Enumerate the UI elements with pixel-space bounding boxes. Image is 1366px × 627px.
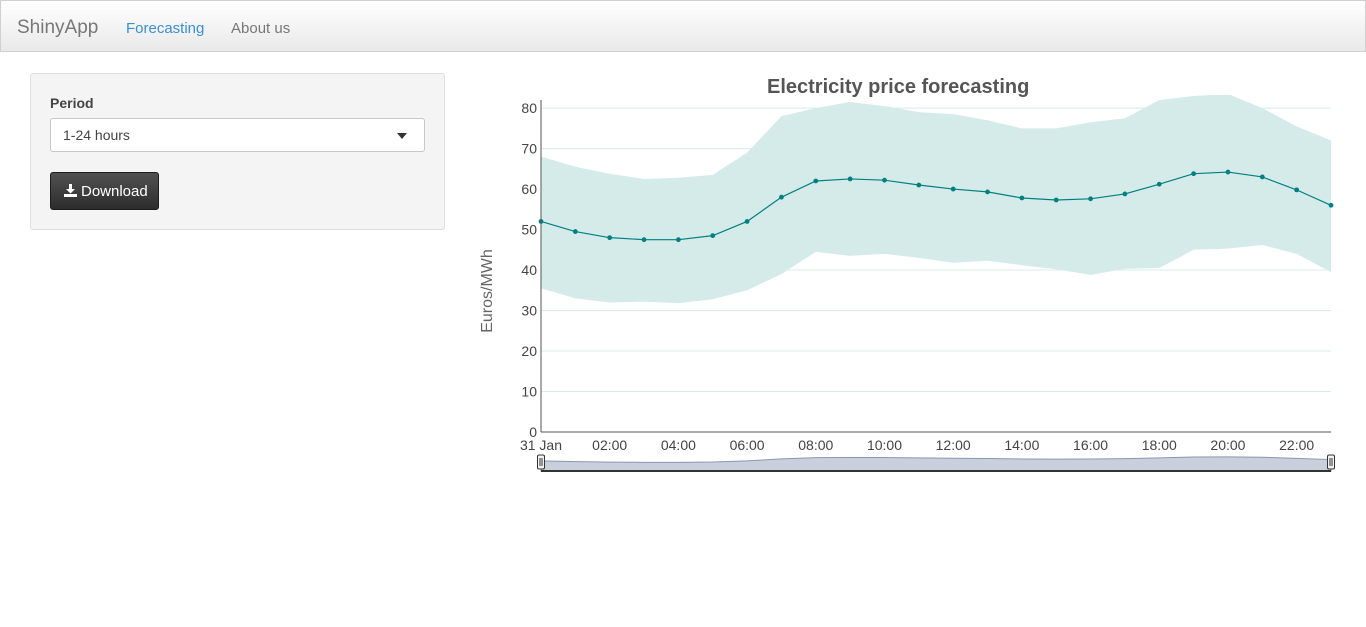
period-select[interactable]: 1-24 hours (50, 118, 425, 152)
chart-title: Electricity price forecasting (767, 76, 1030, 98)
x-tick-label: 06:00 (730, 437, 765, 453)
data-point (641, 237, 647, 243)
data-point (985, 189, 990, 195)
download-label: Download (81, 183, 148, 200)
x-tick-labels: 31 Jan 02:00 04:00 06:00 08:00 10:00 12:00 14:0… (520, 437, 1314, 453)
data-point (847, 176, 853, 182)
data-point (744, 219, 750, 224)
data-point (710, 233, 716, 239)
data-point (1088, 196, 1093, 202)
range-navigator[interactable] (537, 454, 1335, 472)
x-tick-label: 04:00 (661, 437, 696, 453)
data-point (1259, 174, 1265, 180)
tab-forecasting[interactable]: Forecasting (126, 20, 205, 37)
x-tick-label: 02:00 (592, 437, 627, 453)
data-point (1294, 187, 1300, 193)
y-tick-label: 70 (521, 141, 537, 157)
brand-title[interactable]: ShinyApp (17, 17, 99, 38)
data-point (1225, 169, 1231, 175)
period-select-value: 1-24 hours (63, 127, 130, 143)
confidence-band (541, 95, 1331, 304)
data-point (779, 194, 784, 200)
x-tick-label: 31 Jan (520, 437, 562, 453)
data-point (1122, 191, 1128, 197)
data-point (1328, 202, 1334, 208)
data-point (813, 178, 819, 184)
x-tick-label: 14:00 (1004, 437, 1039, 453)
y-tick-label: 40 (521, 262, 537, 278)
data-point (1019, 195, 1025, 201)
data-point (916, 182, 922, 188)
chart-axes (540, 100, 1331, 433)
price-forecast-chart: 0 10 20 30 40 50 60 70 80 31 Jan 02:00 04:00 06:00 0… (479, 95, 1335, 472)
x-tick-label: 16:00 (1073, 437, 1108, 453)
navigator-handle-left[interactable] (537, 454, 545, 470)
download-button[interactable]: Download (50, 172, 159, 210)
forecast-points (538, 169, 1334, 243)
data-point (1156, 181, 1162, 187)
y-tick-label: 60 (521, 181, 537, 197)
data-point (572, 229, 578, 234)
data-point (882, 177, 887, 183)
y-tick-label: 30 (521, 303, 537, 319)
x-tick-label: 10:00 (867, 437, 902, 453)
handle-body (537, 454, 545, 470)
sidebar-panel: Period 1-24 hours Download (30, 73, 445, 230)
data-point (607, 235, 613, 241)
x-tick-label: 12:00 (936, 437, 971, 453)
y-tick-labels: 0 10 20 30 40 50 60 70 80 (521, 100, 537, 440)
x-tick-label: 18:00 (1142, 437, 1177, 453)
y-tick-label: 10 (521, 384, 537, 400)
navigator-handle-right[interactable] (1327, 454, 1335, 470)
period-label: Period (50, 95, 94, 111)
x-tick-label: 22:00 (1279, 437, 1314, 453)
data-point (950, 186, 956, 192)
tab-about-us[interactable]: About us (231, 20, 291, 37)
data-point (1191, 171, 1197, 177)
y-tick-label: 0 (529, 424, 537, 440)
y-tick-label: 80 (521, 100, 537, 116)
data-point (675, 237, 681, 243)
y-tick-label: 20 (521, 343, 537, 359)
x-tick-label: 20:00 (1210, 437, 1245, 453)
y-tick-label: 50 (521, 222, 537, 238)
handle-body (1327, 454, 1335, 470)
data-point (1053, 197, 1059, 203)
download-icon (64, 184, 77, 201)
x-tick-label: 08:00 (798, 437, 833, 453)
navbar: ShinyApp Forecasting About us (0, 0, 1366, 52)
navigator-area (540, 456, 1332, 472)
chevron-down-icon (397, 133, 407, 139)
forecast-line (540, 171, 1332, 241)
y-axis-label: Euros/MWh (479, 249, 496, 333)
